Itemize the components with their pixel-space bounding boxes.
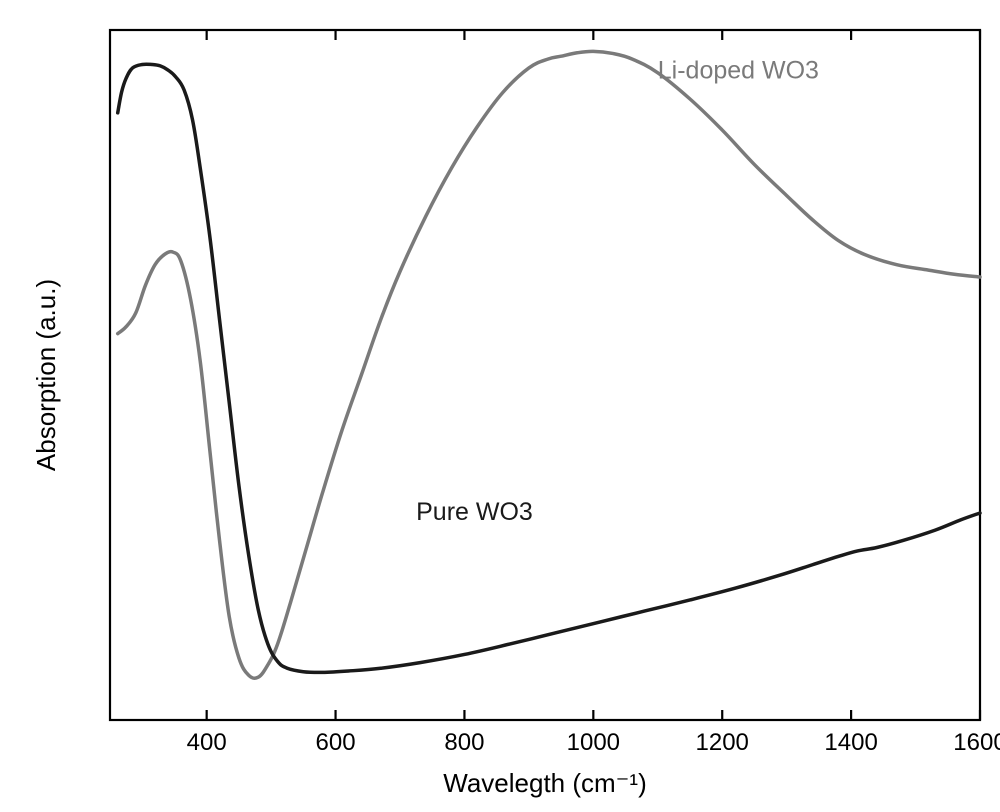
x-tick-label: 600 [316, 729, 356, 756]
series-label-pure: Pure WO3 [416, 498, 533, 526]
x-tick-label: 1400 [824, 729, 877, 756]
absorption-spectrum-chart: 400 600 800 1000 1200 1400 1600 Wavelegth (cm⁻¹… [0, 0, 1000, 812]
plot-border [110, 30, 980, 720]
x-tick-label: 400 [187, 729, 227, 756]
series-li-doped [118, 51, 980, 678]
x-tick-label: 1200 [696, 729, 749, 756]
x-tick-label: 1600 [953, 729, 1000, 756]
x-tick-label: 800 [444, 729, 484, 756]
series-label-li-doped: Li-doped WO3 [658, 56, 819, 84]
series-pure [118, 64, 980, 672]
x-tick-label: 1000 [567, 729, 620, 756]
y-axis-label: Absorption (a.u.) [31, 279, 61, 471]
x-axis-label: Wavelegth (cm⁻¹) [443, 768, 646, 798]
